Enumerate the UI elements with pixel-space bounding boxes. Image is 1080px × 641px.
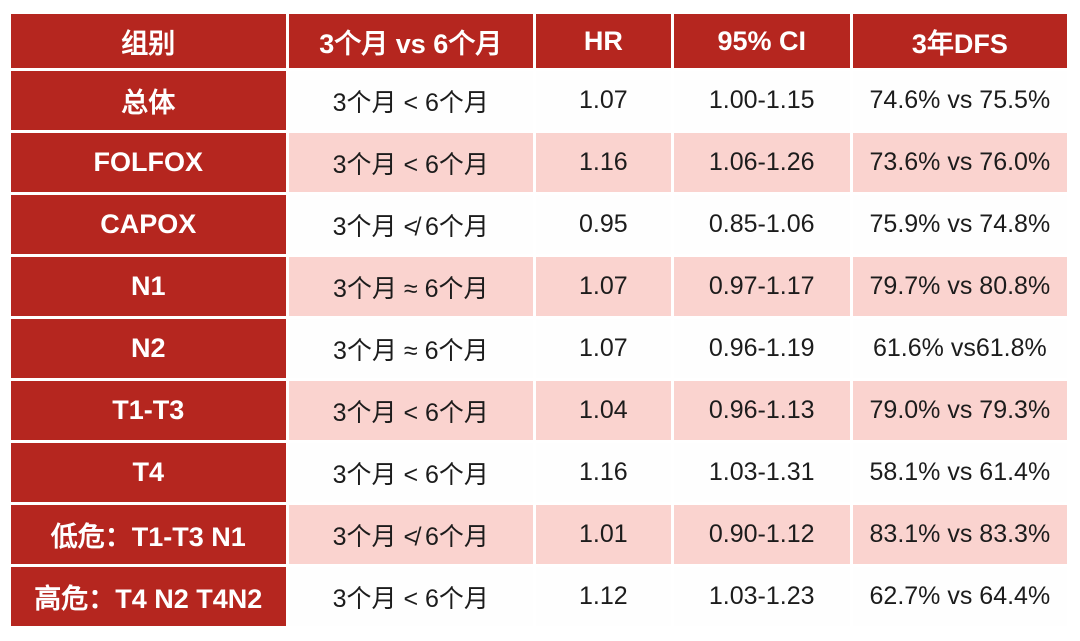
row-label: CAPOX bbox=[11, 195, 286, 254]
cell-comparison: 3个月 ≮ 6个月 bbox=[288, 195, 533, 254]
row-label: T1-T3 bbox=[11, 381, 286, 440]
cell-comparison: 3个月 ≈ 6个月 bbox=[288, 319, 533, 378]
cell-ci: 0.85-1.06 bbox=[673, 195, 850, 254]
cell-hr: 1.04 bbox=[535, 381, 671, 440]
cell-ci: 0.97-1.17 bbox=[673, 257, 850, 316]
table-row: 总体 3个月 < 6个月 1.07 1.00-1.15 74.6% vs 75.… bbox=[11, 71, 1067, 130]
cell-hr: 0.95 bbox=[535, 195, 671, 254]
cell-ci: 1.03-1.23 bbox=[673, 567, 850, 626]
cell-dfs: 58.1% vs 61.4% bbox=[852, 443, 1067, 502]
cell-dfs: 79.7% vs 80.8% bbox=[852, 257, 1067, 316]
row-label: 低危：T1-T3 N1 bbox=[11, 505, 286, 564]
row-label: N1 bbox=[11, 257, 286, 316]
cell-comparison: 3个月 ≮ 6个月 bbox=[288, 505, 533, 564]
header-cell-hr: HR bbox=[535, 14, 671, 68]
table-row: CAPOX 3个月 ≮ 6个月 0.95 0.85-1.06 75.9% vs … bbox=[11, 195, 1067, 254]
cell-dfs: 73.6% vs 76.0% bbox=[852, 133, 1067, 192]
cell-hr: 1.07 bbox=[535, 71, 671, 130]
cell-hr: 1.16 bbox=[535, 443, 671, 502]
cell-hr: 1.07 bbox=[535, 257, 671, 316]
row-label: FOLFOX bbox=[11, 133, 286, 192]
cell-dfs: 62.7% vs 64.4% bbox=[852, 567, 1067, 626]
row-label: N2 bbox=[11, 319, 286, 378]
cell-hr: 1.01 bbox=[535, 505, 671, 564]
cell-ci: 0.90-1.12 bbox=[673, 505, 850, 564]
cell-ci: 0.96-1.19 bbox=[673, 319, 850, 378]
header-cell-group: 组别 bbox=[11, 14, 286, 68]
cell-dfs: 75.9% vs 74.8% bbox=[852, 195, 1067, 254]
cell-ci: 1.00-1.15 bbox=[673, 71, 850, 130]
row-label: 总体 bbox=[11, 71, 286, 130]
table-row: 高危：T4 N2 T4N2 3个月 < 6个月 1.12 1.03-1.23 6… bbox=[11, 567, 1067, 626]
header-cell-comparison: 3个月 vs 6个月 bbox=[288, 14, 533, 68]
table-row: N1 3个月 ≈ 6个月 1.07 0.97-1.17 79.7% vs 80.… bbox=[11, 257, 1067, 316]
cell-comparison: 3个月 < 6个月 bbox=[288, 381, 533, 440]
cell-dfs: 74.6% vs 75.5% bbox=[852, 71, 1067, 130]
header-cell-dfs: 3年DFS bbox=[852, 14, 1067, 68]
cell-ci: 0.96-1.13 bbox=[673, 381, 850, 440]
row-label: 高危：T4 N2 T4N2 bbox=[11, 567, 286, 626]
table-row: FOLFOX 3个月 < 6个月 1.16 1.06-1.26 73.6% vs… bbox=[11, 133, 1067, 192]
cell-hr: 1.16 bbox=[535, 133, 671, 192]
table-row: 低危：T1-T3 N1 3个月 ≮ 6个月 1.01 0.90-1.12 83.… bbox=[11, 505, 1067, 564]
header-row: 组别 3个月 vs 6个月 HR 95% CI 3年DFS bbox=[11, 14, 1067, 68]
cell-comparison: 3个月 < 6个月 bbox=[288, 71, 533, 130]
cell-ci: 1.06-1.26 bbox=[673, 133, 850, 192]
cell-ci: 1.03-1.31 bbox=[673, 443, 850, 502]
cell-comparison: 3个月 ≈ 6个月 bbox=[288, 257, 533, 316]
row-label: T4 bbox=[11, 443, 286, 502]
dfs-results-table: 组别 3个月 vs 6个月 HR 95% CI 3年DFS 总体 3个月 < 6… bbox=[8, 11, 1070, 629]
table-row: T1-T3 3个月 < 6个月 1.04 0.96-1.13 79.0% vs … bbox=[11, 381, 1067, 440]
cell-dfs: 79.0% vs 79.3% bbox=[852, 381, 1067, 440]
table-row: N2 3个月 ≈ 6个月 1.07 0.96-1.19 61.6% vs61.8… bbox=[11, 319, 1067, 378]
cell-hr: 1.07 bbox=[535, 319, 671, 378]
cell-comparison: 3个月 < 6个月 bbox=[288, 567, 533, 626]
cell-dfs: 83.1% vs 83.3% bbox=[852, 505, 1067, 564]
cell-comparison: 3个月 < 6个月 bbox=[288, 133, 533, 192]
header-cell-ci: 95% CI bbox=[673, 14, 850, 68]
cell-comparison: 3个月 < 6个月 bbox=[288, 443, 533, 502]
table-row: T4 3个月 < 6个月 1.16 1.03-1.31 58.1% vs 61.… bbox=[11, 443, 1067, 502]
cell-hr: 1.12 bbox=[535, 567, 671, 626]
cell-dfs: 61.6% vs61.8% bbox=[852, 319, 1067, 378]
